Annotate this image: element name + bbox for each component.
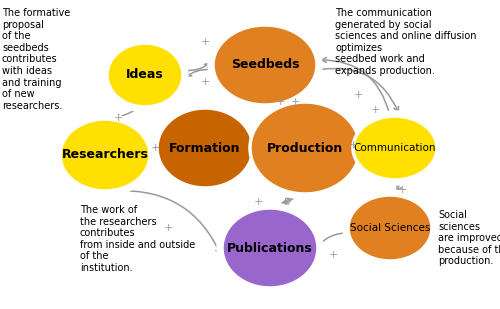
Ellipse shape <box>208 20 322 110</box>
Ellipse shape <box>102 38 188 112</box>
Ellipse shape <box>348 195 432 261</box>
Ellipse shape <box>55 114 155 196</box>
Text: +: + <box>276 97 284 107</box>
Text: +: + <box>280 197 289 207</box>
Ellipse shape <box>213 25 317 105</box>
Text: +: + <box>164 223 172 233</box>
Ellipse shape <box>217 203 323 293</box>
Text: +: + <box>114 113 122 123</box>
Text: +: + <box>290 97 300 107</box>
Text: Formation: Formation <box>169 142 241 154</box>
Text: The formative
proposal
of the
seedbeds
contributes
with ideas
and training
of ne: The formative proposal of the seedbeds c… <box>2 8 70 111</box>
Ellipse shape <box>343 190 437 266</box>
Ellipse shape <box>107 43 183 107</box>
Text: +: + <box>398 185 406 195</box>
Text: +: + <box>370 105 380 115</box>
Ellipse shape <box>222 208 318 288</box>
Text: Communication: Communication <box>354 143 436 153</box>
Text: +: + <box>150 143 160 153</box>
Text: Social
sciences
are improved
because of the
production.: Social sciences are improved because of … <box>438 210 500 266</box>
Ellipse shape <box>152 103 258 193</box>
Text: +: + <box>348 140 358 150</box>
Text: Ideas: Ideas <box>126 69 164 82</box>
Text: +: + <box>354 90 362 100</box>
Text: Publications: Publications <box>227 242 313 255</box>
Text: The communication
generated by social
sciences and online diffusion
optimizes
se: The communication generated by social sc… <box>335 8 476 76</box>
Text: The work of
the researchers
contributes
from inside and outside
of the
instituti: The work of the researchers contributes … <box>80 205 195 273</box>
Ellipse shape <box>353 116 437 180</box>
Ellipse shape <box>245 97 365 199</box>
Text: Seedbeds: Seedbeds <box>231 58 299 71</box>
Text: Social Sciences: Social Sciences <box>350 223 430 233</box>
Text: +: + <box>200 37 209 47</box>
Ellipse shape <box>250 102 360 194</box>
Text: +: + <box>328 250 338 260</box>
Text: +: + <box>200 77 209 87</box>
Ellipse shape <box>348 111 442 185</box>
Ellipse shape <box>60 119 150 191</box>
Ellipse shape <box>157 108 253 188</box>
Text: Production: Production <box>267 142 343 154</box>
Text: +: + <box>254 197 262 207</box>
Text: Researchers: Researchers <box>62 149 148 162</box>
